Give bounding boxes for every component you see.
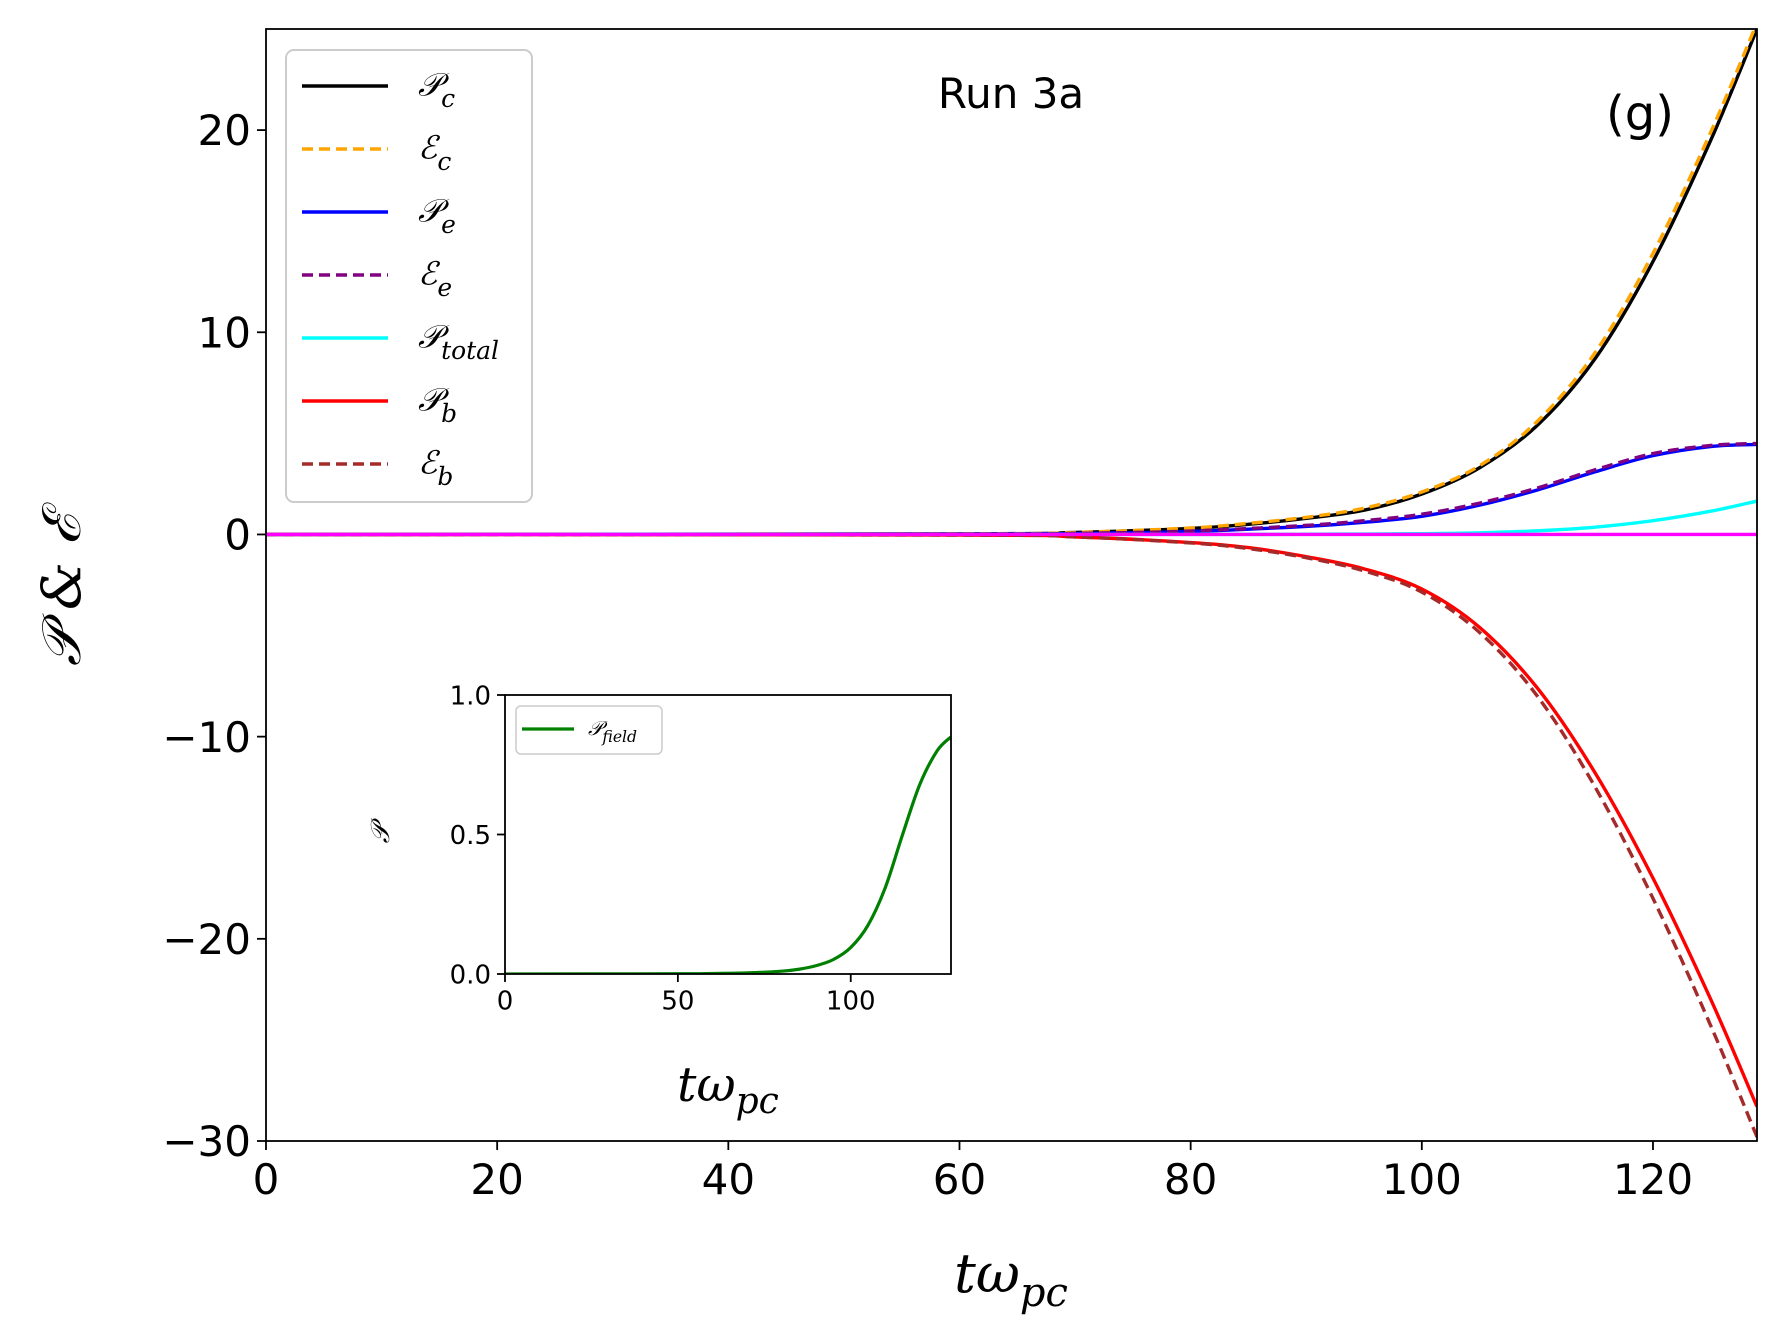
series-line-ec <box>266 29 1757 537</box>
inset-x-label-main: tω <box>677 1057 735 1113</box>
y-tick-label: −30 <box>162 1117 251 1166</box>
inset-legend-box <box>515 705 663 755</box>
main-axes: 0 20 40 60 80 100 120 −30 −20 −10 0 10 20 Run 3a (g… <box>30 28 1758 1316</box>
x-tick-label: 80 <box>1164 1155 1217 1204</box>
x-tick-label: 100 <box>1382 1155 1462 1204</box>
inset-legend: 𝒫field <box>515 705 663 755</box>
x-tick-label: 0 <box>497 986 514 1016</box>
main-x-label-sub: pc <box>1020 1270 1068 1316</box>
y-tick-label: 0 <box>224 511 251 560</box>
inset-x-axis-label: tωpc <box>677 1057 779 1122</box>
x-tick-label: 100 <box>826 986 876 1016</box>
x-tick-label: 60 <box>933 1155 986 1204</box>
main-x-axis-label: tωpc <box>954 1242 1068 1316</box>
y-tick-label: −10 <box>162 713 251 762</box>
y-tick-label: −20 <box>162 915 251 964</box>
x-tick-label: 50 <box>661 986 694 1016</box>
inset-y-ticks: 0.0 0.5 1.0 <box>450 681 505 990</box>
panel-label: (g) <box>1606 86 1674 142</box>
main-y-axis-label: 𝒫 & ℰ <box>30 502 93 666</box>
main-x-ticks: 0 20 40 60 80 100 120 <box>253 1141 1693 1204</box>
legend-label-ee: ℰe <box>418 255 452 302</box>
main-x-label-main: tω <box>954 1242 1020 1305</box>
main-y-ticks: −30 −20 −10 0 10 20 <box>162 106 266 1166</box>
y-tick-label: 0.0 <box>450 960 491 990</box>
legend-label-pc: 𝒫c <box>418 66 455 113</box>
x-tick-label: 20 <box>470 1155 523 1204</box>
series-line-eb <box>266 532 1757 1138</box>
y-tick-label: 10 <box>198 308 251 357</box>
inset-x-ticks: 0 50 100 <box>497 974 876 1016</box>
main-plot-frame <box>265 28 1758 1142</box>
legend-label-ec: ℰc <box>418 129 451 176</box>
legend-label-eb: ℰb <box>418 444 453 491</box>
y-tick-label: 20 <box>198 106 251 155</box>
x-tick-label: 0 <box>253 1155 280 1204</box>
legend-label-pb: 𝒫b <box>418 381 457 428</box>
x-tick-label: 40 <box>702 1155 755 1204</box>
legend-label-ptotal: 𝒫total <box>418 318 499 365</box>
inset-x-label-sub: pc <box>736 1081 779 1122</box>
y-tick-label: 0.5 <box>450 821 491 851</box>
x-tick-label: 120 <box>1613 1155 1693 1204</box>
main-series-group <box>266 29 1757 1138</box>
y-tick-label: 1.0 <box>450 681 491 711</box>
main-legend-box <box>285 49 533 503</box>
run-annotation: Run 3a <box>938 69 1084 118</box>
